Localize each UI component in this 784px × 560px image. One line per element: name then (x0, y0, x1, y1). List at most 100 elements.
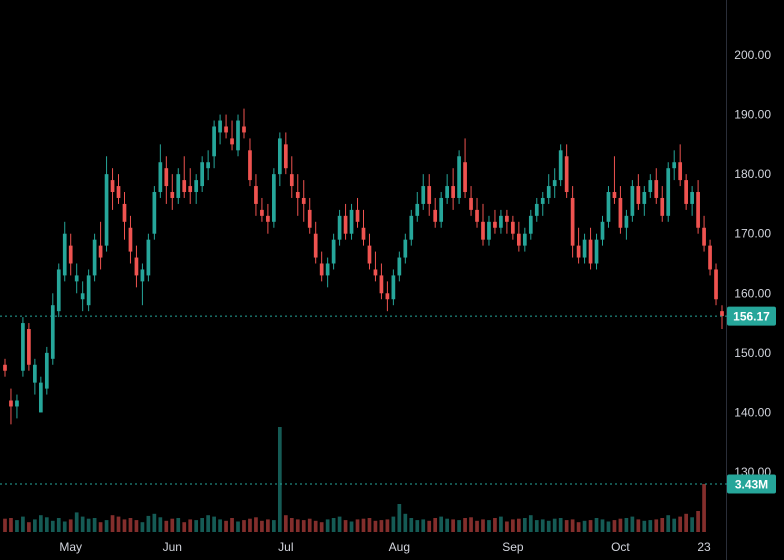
candle-body (451, 186, 455, 198)
candle-body (630, 186, 635, 216)
candle-body (116, 186, 121, 198)
volume-bar (38, 515, 43, 532)
candle-body (552, 180, 557, 187)
candle-body (367, 245, 372, 264)
candle-body (475, 209, 479, 222)
candle-body (684, 180, 688, 204)
price-tick-label: 200.00 (734, 48, 771, 62)
candle-body (277, 138, 282, 175)
candle-body (463, 162, 467, 193)
volume-bar (92, 518, 97, 532)
volume-bar (277, 427, 282, 532)
candle-body (218, 120, 222, 133)
candle-body (636, 186, 641, 204)
candle-body (230, 138, 234, 145)
volume-bar (594, 518, 599, 532)
volume-bar (212, 516, 216, 532)
candle-body (415, 203, 420, 216)
candle-body (248, 150, 252, 181)
candle-body (379, 275, 384, 294)
candle-body (594, 239, 599, 264)
candle-body (319, 263, 324, 276)
volume-bar (570, 519, 575, 532)
volume-bar (630, 516, 635, 532)
volume-bar (445, 518, 449, 532)
candle-body (92, 239, 97, 276)
volume-bar (272, 520, 276, 532)
candle-body (511, 221, 515, 234)
last-volume-tag (727, 474, 776, 494)
candle-body (433, 209, 438, 222)
volume-bar (218, 519, 222, 532)
volume-bar (534, 520, 539, 532)
candle-body (355, 209, 360, 222)
volume-bar (409, 518, 414, 532)
volume-bar (618, 518, 623, 532)
candle-body (128, 227, 133, 252)
candle-body (564, 156, 569, 193)
time-axis[interactable]: May Jun Jul Aug Sep Oct 23 (59, 540, 711, 554)
candle-body (522, 233, 527, 246)
volume-bar (110, 515, 115, 532)
volume-bar (15, 520, 19, 532)
candle-body (224, 126, 228, 133)
candle-body (200, 162, 205, 187)
volume-bar (421, 519, 426, 532)
candle-body (714, 269, 718, 300)
volume-bar (74, 512, 79, 532)
candle-body (242, 126, 246, 133)
candle-body (68, 245, 73, 264)
candle-body (528, 215, 533, 234)
volume-bar (194, 520, 199, 532)
candle-body (469, 197, 473, 210)
candle-body (546, 186, 551, 198)
volume-bar (606, 521, 611, 532)
volume-bar (487, 520, 491, 532)
candle-body (134, 257, 139, 276)
volume-bar (62, 521, 67, 532)
time-tick-label: Jul (278, 540, 293, 554)
volume-bar (355, 519, 360, 532)
volume-bar (33, 519, 37, 532)
volume-bar (672, 518, 677, 532)
volume-bar (104, 520, 109, 532)
volume-bar (373, 520, 378, 532)
candle-body (654, 180, 659, 198)
candle-body (499, 215, 503, 228)
price-axis[interactable]: 200.00 190.00 180.00 170.00 160.00 150.00 140.… (734, 48, 771, 479)
candle-body (272, 174, 276, 222)
volume-bar (696, 511, 700, 532)
volume-bar (552, 518, 557, 532)
candle-body (421, 186, 426, 204)
volume-bar (236, 521, 240, 532)
volume-bar (528, 515, 533, 532)
volume-bar (403, 513, 408, 532)
candle-body (385, 293, 390, 300)
volume-bar (684, 513, 688, 532)
volume-bar (176, 518, 181, 532)
volume-bar (230, 518, 234, 532)
time-tick-label: May (59, 540, 82, 554)
candle-body (27, 329, 31, 365)
volume-bar (86, 518, 91, 532)
candle-body (672, 162, 677, 169)
volume-bar (385, 519, 390, 532)
candle-body (403, 239, 408, 258)
volume-bar (44, 517, 49, 532)
candle-body (50, 305, 55, 359)
volume-bar (582, 520, 587, 532)
candle-body (708, 245, 712, 270)
volume-bar (188, 519, 193, 532)
volume-bar (522, 518, 527, 532)
volume-bar (260, 520, 264, 532)
candle-body (122, 203, 127, 222)
volume-bar (678, 516, 683, 532)
volume-bar (516, 518, 521, 532)
candle-body (427, 186, 432, 204)
volume-bar (21, 516, 25, 532)
candle-body (325, 263, 330, 276)
volume-bar (325, 519, 330, 532)
volume-bar (254, 517, 258, 532)
